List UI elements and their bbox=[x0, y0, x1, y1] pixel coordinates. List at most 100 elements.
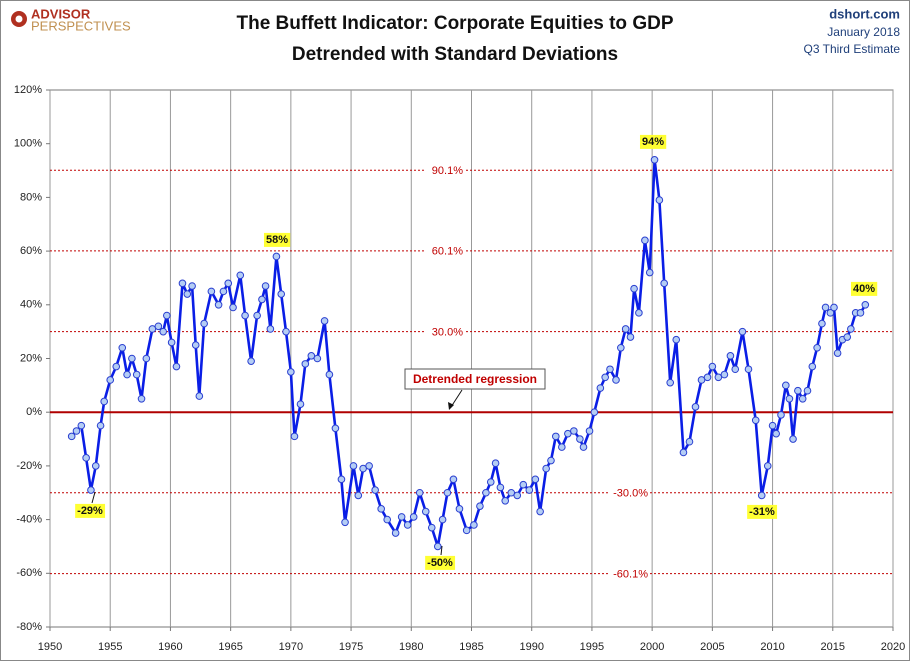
data-point bbox=[253, 311, 261, 320]
data-point bbox=[552, 432, 560, 441]
data-point bbox=[443, 488, 452, 497]
sd-label: -60.1% bbox=[613, 568, 648, 580]
data-point bbox=[808, 362, 817, 371]
data-point bbox=[491, 459, 500, 468]
data-point bbox=[320, 317, 329, 325]
annotation-pointer bbox=[91, 491, 96, 504]
data-point bbox=[821, 303, 830, 312]
annotation: 40% bbox=[853, 283, 875, 295]
data-point bbox=[282, 327, 290, 336]
x-tick-label: 2020 bbox=[881, 641, 905, 653]
data-point bbox=[789, 435, 797, 443]
x-tick-label: 1955 bbox=[98, 641, 122, 653]
data-point bbox=[383, 515, 392, 524]
data-point bbox=[349, 462, 358, 470]
data-point bbox=[476, 502, 484, 510]
y-tick-label: 40% bbox=[20, 299, 42, 311]
data-point bbox=[782, 381, 790, 390]
data-point bbox=[585, 427, 594, 435]
data-point bbox=[224, 279, 233, 288]
annotation: -50% bbox=[427, 557, 453, 569]
data-point bbox=[106, 376, 115, 384]
data-point bbox=[449, 475, 458, 484]
data-point bbox=[666, 378, 675, 387]
data-point bbox=[708, 362, 717, 371]
data-point bbox=[470, 521, 478, 529]
data-point bbox=[579, 443, 588, 451]
regression-arrowhead bbox=[448, 402, 454, 410]
y-tick-label: 20% bbox=[20, 352, 42, 364]
data-point bbox=[833, 349, 842, 357]
data-point bbox=[229, 303, 237, 312]
data-point bbox=[455, 505, 464, 513]
logo-top: ADVISOR bbox=[31, 6, 91, 21]
data-point bbox=[438, 515, 447, 524]
data-point bbox=[772, 429, 780, 438]
source-date: January 2018 bbox=[827, 25, 900, 39]
sd-label: 30.0% bbox=[432, 327, 463, 339]
data-point bbox=[564, 429, 572, 438]
data-point bbox=[482, 488, 490, 497]
data-point bbox=[856, 309, 865, 317]
data-point bbox=[296, 400, 305, 408]
data-point bbox=[738, 327, 747, 336]
x-tick-label: 2015 bbox=[821, 641, 845, 653]
data-point bbox=[100, 397, 108, 406]
data-point bbox=[72, 427, 81, 435]
data-point bbox=[626, 333, 635, 341]
data-point bbox=[87, 486, 95, 494]
data-point bbox=[818, 319, 826, 328]
x-tick-label: 2010 bbox=[760, 641, 784, 653]
data-point bbox=[67, 432, 76, 441]
data-point bbox=[290, 432, 299, 441]
sd-label-bg bbox=[425, 163, 465, 178]
data-point bbox=[128, 354, 136, 363]
data-point bbox=[142, 354, 151, 363]
logo-icon-center bbox=[15, 15, 23, 23]
data-point bbox=[601, 373, 609, 382]
data-point bbox=[137, 394, 146, 403]
sd-label: -30.0% bbox=[613, 488, 648, 500]
annotation-bg bbox=[75, 503, 106, 518]
x-tick-label: 2000 bbox=[640, 641, 664, 653]
chart-title: The Buffett Indicator: Corporate Equitie… bbox=[236, 13, 673, 34]
x-tick-label: 2005 bbox=[700, 641, 724, 653]
data-point bbox=[679, 448, 688, 457]
data-point bbox=[191, 341, 200, 349]
data-point bbox=[798, 394, 807, 403]
x-tick-label: 1970 bbox=[279, 641, 303, 653]
data-point bbox=[617, 343, 625, 352]
data-point bbox=[118, 343, 127, 352]
regression-arrow bbox=[450, 389, 463, 408]
annotation-pointer bbox=[440, 545, 443, 556]
data-point bbox=[635, 309, 643, 317]
data-point bbox=[154, 322, 163, 331]
data-point bbox=[714, 373, 723, 382]
data-point bbox=[167, 338, 176, 347]
data-point bbox=[650, 156, 659, 164]
data-point bbox=[630, 284, 638, 293]
y-tick-label: -60% bbox=[16, 567, 42, 579]
data-point bbox=[660, 279, 668, 288]
x-tick-label: 1980 bbox=[399, 641, 423, 653]
data-point bbox=[596, 384, 605, 392]
data-point bbox=[371, 486, 379, 494]
y-tick-label: 100% bbox=[14, 138, 42, 150]
data-point bbox=[847, 325, 855, 333]
data-point bbox=[433, 542, 442, 551]
data-point bbox=[606, 365, 614, 374]
data-point bbox=[82, 454, 90, 462]
data-point bbox=[159, 327, 168, 336]
data-point bbox=[337, 475, 346, 484]
x-tick-label: 1985 bbox=[459, 641, 483, 653]
data-point bbox=[287, 368, 295, 376]
data-point bbox=[641, 236, 649, 245]
sd-label-bg bbox=[610, 566, 650, 581]
source: dshort.com bbox=[829, 6, 900, 21]
data-point bbox=[547, 456, 555, 465]
regression-label: Detrended regression bbox=[413, 372, 537, 386]
y-tick-label: 120% bbox=[14, 84, 42, 96]
data-point bbox=[697, 376, 706, 384]
data-point bbox=[525, 486, 534, 494]
